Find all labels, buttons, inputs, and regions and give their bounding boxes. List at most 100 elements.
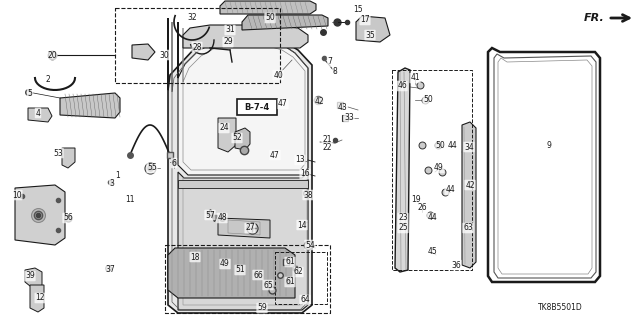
Text: 3: 3 [109, 179, 115, 188]
Text: 41: 41 [410, 74, 420, 83]
Text: 47: 47 [270, 150, 280, 159]
Text: 40: 40 [273, 70, 283, 79]
Polygon shape [242, 15, 328, 30]
Text: 51: 51 [235, 266, 245, 275]
Text: 45: 45 [427, 247, 437, 257]
Text: 50: 50 [423, 95, 433, 105]
Text: 33: 33 [344, 113, 354, 122]
Text: 53: 53 [53, 148, 63, 157]
Text: 6: 6 [172, 158, 177, 167]
Text: 42: 42 [314, 98, 324, 107]
Text: 57: 57 [205, 211, 215, 220]
Text: TK8B5501D: TK8B5501D [538, 303, 582, 313]
Polygon shape [220, 1, 316, 14]
Text: 62: 62 [293, 268, 303, 276]
Polygon shape [218, 218, 270, 238]
Text: 16: 16 [300, 170, 310, 179]
Text: 43: 43 [337, 102, 347, 111]
Text: 65: 65 [263, 281, 273, 290]
Text: 7: 7 [328, 58, 332, 67]
Text: 5: 5 [28, 90, 33, 99]
Polygon shape [60, 93, 120, 118]
Text: 66: 66 [253, 270, 263, 279]
Text: 12: 12 [35, 293, 45, 302]
Text: 4: 4 [36, 108, 40, 117]
Text: 29: 29 [223, 37, 233, 46]
Polygon shape [218, 118, 236, 152]
Text: 10: 10 [12, 190, 22, 199]
Text: 48: 48 [217, 213, 227, 222]
Text: 17: 17 [360, 15, 370, 25]
Text: 44: 44 [445, 186, 455, 195]
Text: 47: 47 [278, 100, 288, 108]
Text: 44: 44 [448, 140, 458, 149]
Polygon shape [30, 285, 44, 312]
Text: 8: 8 [333, 68, 337, 76]
Text: 18: 18 [190, 252, 200, 261]
Text: 15: 15 [353, 5, 363, 14]
Polygon shape [25, 268, 42, 290]
Text: 19: 19 [411, 195, 421, 204]
Text: 2: 2 [45, 75, 51, 84]
Polygon shape [356, 16, 390, 42]
Polygon shape [28, 108, 52, 122]
Text: 28: 28 [192, 43, 202, 52]
Text: 63: 63 [463, 223, 473, 233]
Bar [115, 8, 280, 83]
Text: 56: 56 [63, 213, 73, 222]
Text: 25: 25 [398, 223, 408, 233]
Text: 14: 14 [297, 220, 307, 229]
Text: 46: 46 [397, 82, 407, 91]
Polygon shape [462, 122, 476, 268]
Text: 59: 59 [257, 303, 267, 313]
Text: 50: 50 [265, 13, 275, 22]
Text: 42: 42 [465, 180, 475, 189]
FancyBboxPatch shape [237, 99, 277, 115]
Polygon shape [62, 148, 75, 168]
Text: 22: 22 [323, 143, 332, 153]
Polygon shape [168, 248, 295, 298]
Text: 49: 49 [434, 164, 444, 172]
Polygon shape [178, 22, 308, 175]
Text: 49: 49 [220, 260, 230, 268]
Text: 20: 20 [47, 51, 57, 60]
Text: 24: 24 [219, 124, 229, 132]
Text: 54: 54 [305, 241, 315, 250]
Polygon shape [235, 128, 250, 150]
Bar [165, 245, 330, 313]
Text: 32: 32 [187, 13, 197, 22]
Text: 13: 13 [295, 156, 305, 164]
Text: 39: 39 [25, 271, 35, 281]
Text: 1: 1 [116, 171, 120, 180]
Bar [392, 70, 472, 270]
Text: 36: 36 [451, 260, 461, 269]
Text: 11: 11 [125, 196, 135, 204]
Polygon shape [183, 25, 308, 48]
Text: 31: 31 [225, 26, 235, 35]
Text: FR.: FR. [584, 13, 605, 23]
Polygon shape [132, 44, 155, 60]
Text: 61: 61 [285, 277, 295, 286]
Text: 9: 9 [547, 140, 552, 149]
Polygon shape [395, 68, 410, 272]
Bar [178, 180, 308, 188]
Text: 55: 55 [147, 164, 157, 172]
Text: 50: 50 [435, 140, 445, 149]
Text: 34: 34 [464, 142, 474, 151]
Polygon shape [178, 172, 308, 310]
Polygon shape [168, 18, 312, 313]
Text: 44: 44 [427, 213, 437, 222]
Text: 21: 21 [323, 135, 332, 145]
Text: 37: 37 [105, 266, 115, 275]
Text: 30: 30 [159, 51, 169, 60]
Text: 26: 26 [417, 204, 427, 212]
Text: 64: 64 [300, 295, 310, 305]
Bar [275, 252, 327, 304]
Text: 61: 61 [285, 258, 295, 267]
Text: 23: 23 [398, 213, 408, 222]
Text: B-7-4: B-7-4 [244, 102, 269, 111]
Text: 38: 38 [303, 190, 313, 199]
Text: 52: 52 [232, 133, 242, 142]
Polygon shape [15, 185, 65, 245]
Text: 35: 35 [365, 30, 375, 39]
